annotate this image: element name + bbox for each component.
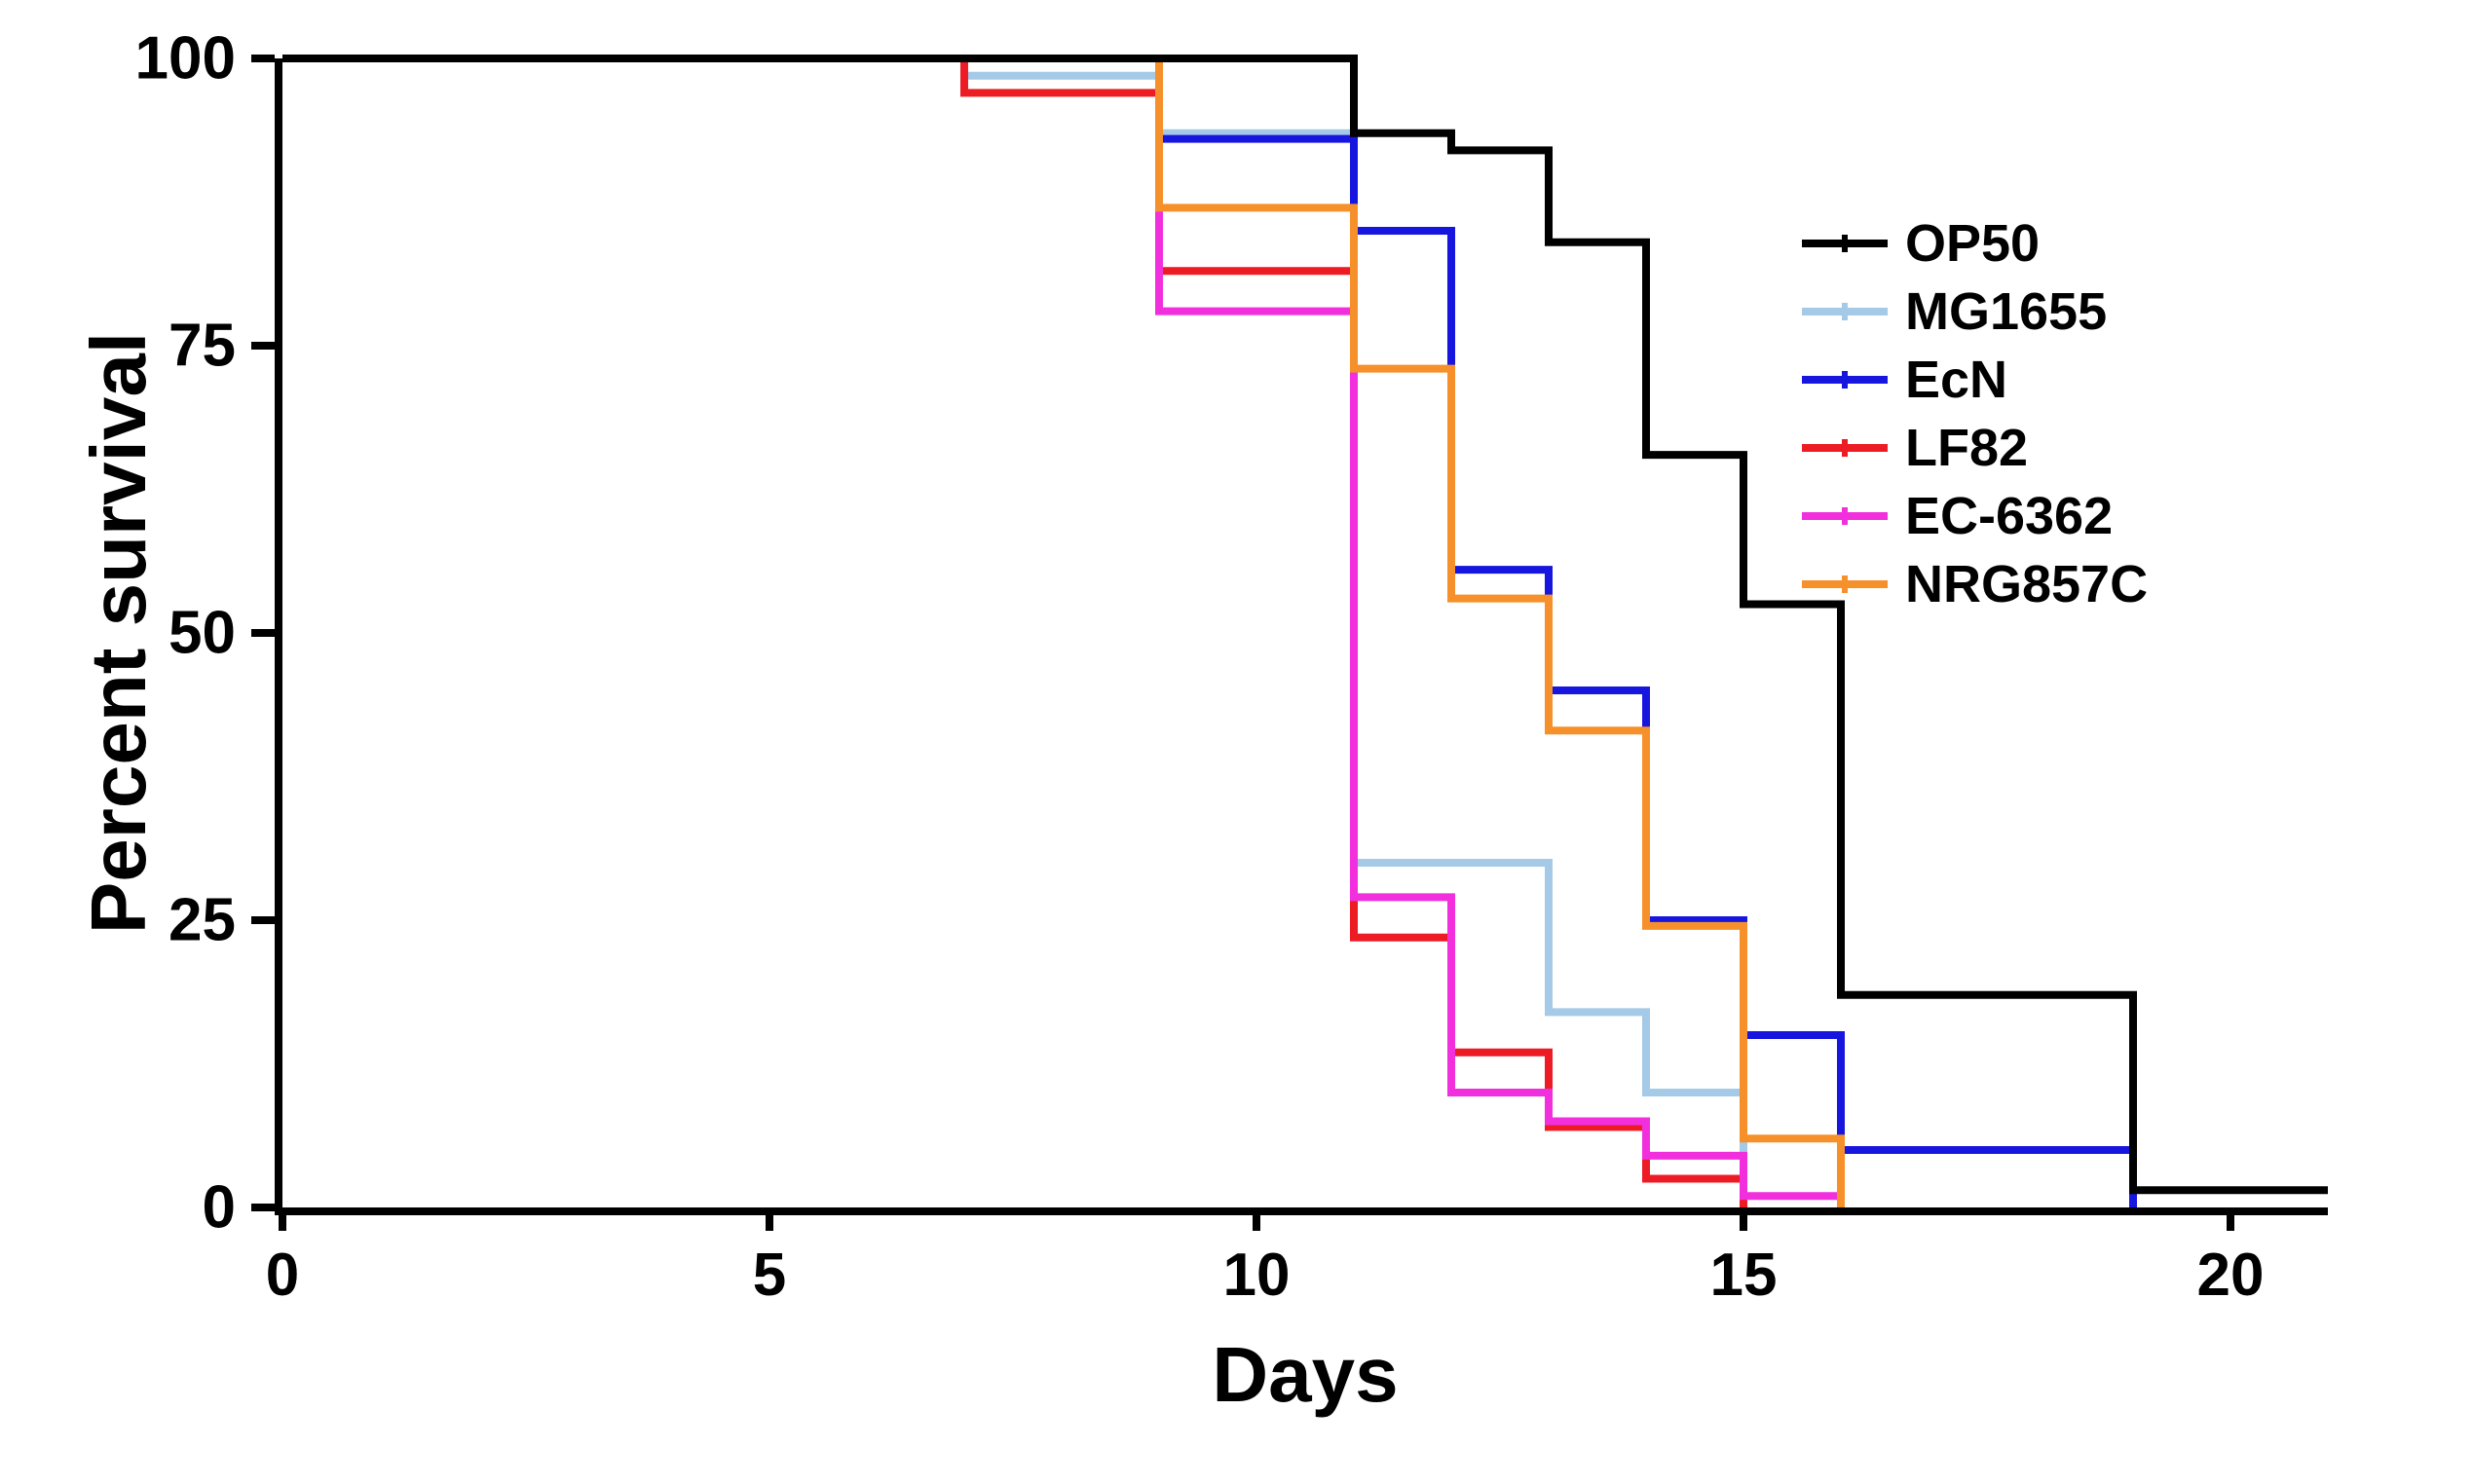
series-line [282, 58, 1841, 1207]
survival-chart-page: 05101520 0255075100 Percent survival Day… [0, 0, 2473, 1484]
series-line [282, 58, 1743, 1207]
legend-item: MG1655 [1802, 278, 2148, 346]
x-tick-label: 20 [2197, 1241, 2265, 1310]
legend-swatch [1802, 346, 1888, 414]
x-axis-title: Days [282, 1330, 2328, 1420]
x-tick [766, 1207, 773, 1231]
x-tick [279, 1207, 286, 1231]
y-tick [251, 916, 275, 924]
y-tick [251, 1204, 275, 1211]
x-tick [1740, 1207, 1747, 1231]
legend-item: OP50 [1802, 209, 2148, 278]
legend-swatch [1802, 278, 1888, 346]
legend-swatch [1802, 414, 1888, 482]
legend-swatch [1802, 550, 1888, 618]
x-axis [275, 1207, 2328, 1215]
x-tick-label: 10 [1223, 1241, 1291, 1310]
y-tick [251, 342, 275, 350]
legend-item: NRG857C [1802, 550, 2148, 618]
legend-label: OP50 [1905, 213, 2040, 274]
legend-label: MG1655 [1905, 281, 2107, 342]
x-tick-label: 15 [1710, 1241, 1778, 1310]
legend-label: EC-6362 [1905, 486, 2113, 546]
legend-label: LF82 [1905, 418, 2028, 478]
legend-swatch [1802, 209, 1888, 278]
y-axis [275, 58, 282, 1215]
y-tick-label: 100 [0, 24, 236, 93]
series-line [282, 58, 1743, 1207]
legend: OP50 MG1655 EcN LF82 EC-6362 NRG857C [1802, 209, 2148, 618]
legend-item: EC-6362 [1802, 482, 2148, 550]
legend-item: EcN [1802, 346, 2148, 414]
series-line [282, 58, 1841, 1207]
legend-swatch [1802, 482, 1888, 550]
y-tick [251, 629, 275, 637]
x-tick-label: 5 [753, 1241, 786, 1310]
legend-item: LF82 [1802, 414, 2148, 482]
legend-label: EcN [1905, 350, 2007, 410]
y-tick [251, 55, 275, 62]
legend-label: NRG857C [1905, 554, 2148, 614]
x-tick [2227, 1207, 2234, 1231]
x-tick [1253, 1207, 1260, 1231]
y-axis-title: Percent survival [74, 332, 164, 934]
x-tick-label: 0 [266, 1241, 299, 1310]
y-tick-label: 0 [0, 1173, 236, 1243]
